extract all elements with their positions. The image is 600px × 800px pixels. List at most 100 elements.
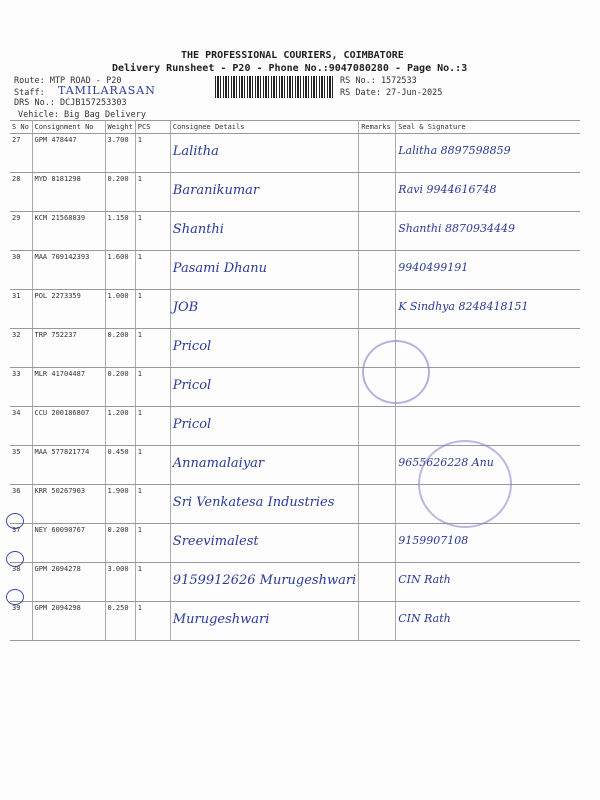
cell-consignee: Pasami Dhanu (170, 250, 360, 290)
cell-cn: NEY 60090767 (32, 523, 106, 563)
column-header: Consignment No (32, 120, 106, 134)
consignee-handwriting: 9159912626 Murugeshwari (172, 573, 357, 588)
vehicle: Vehicle: Big Bag Delivery (18, 110, 146, 120)
consignee-handwriting: Annamalaiyar (172, 456, 265, 471)
barcode (215, 76, 335, 98)
cell-cn: MAA 577821774 (32, 445, 106, 485)
cell-pcs: 1 (135, 172, 171, 212)
cell-seal: 9159907108 (395, 523, 580, 563)
cell-cn: TRP 752237 (32, 328, 106, 368)
circle-mark (6, 589, 24, 605)
consignee-handwriting: Pricol (172, 339, 212, 354)
cell-consignee: Pricol (170, 367, 360, 407)
cell-cn: CCU 200186807 (32, 406, 106, 446)
cell-seal: CIN Rath (395, 562, 580, 602)
table-row: 30 MAA 709142393 1.600 1 Pasami Dhanu 9940499… (10, 250, 580, 290)
cell-wt: 0.200 (105, 172, 136, 212)
cell-wt: 1.600 (105, 250, 136, 290)
cell-pcs: 1 (135, 367, 171, 407)
cell-remarks (358, 562, 397, 602)
column-header: Consignee Details (170, 120, 360, 134)
cell-sno: 35 (10, 445, 33, 485)
staff-label: Staff: (14, 88, 45, 98)
cell-remarks (358, 211, 397, 251)
cell-remarks (358, 406, 397, 446)
table-row: 32 TRP 752237 0.200 1 Pricol (10, 328, 580, 368)
signature: CIN Rath (398, 612, 451, 625)
circle-mark (6, 513, 24, 529)
cell-seal: 9940499191 (395, 250, 580, 290)
consignee-handwriting: Murugeshwari (172, 612, 270, 627)
table-row: 27 GPM 478447 3.700 1 Lalitha Lalitha 8897598… (10, 133, 580, 173)
cell-cn: MLR 41704487 (32, 367, 106, 407)
cell-seal: Lalitha 8897598859 (395, 133, 580, 173)
table-row: 28 MYD 8181298 0.200 1 Baranikumar Ravi 99446… (10, 172, 580, 212)
cell-consignee: Pricol (170, 406, 360, 446)
cell-pcs: 1 (135, 484, 171, 524)
company-name: THE PROFESSIONAL COURIERS, COIMBATORE (181, 50, 404, 61)
cell-wt: 0.200 (105, 523, 136, 563)
cell-wt: 1.900 (105, 484, 136, 524)
cell-sno: 30 (10, 250, 33, 290)
table-row: 39 GPM 2094298 0.250 1 Murugeshwari CIN Rath (10, 601, 580, 641)
circle-mark (6, 551, 24, 567)
table-row: 37 NEY 60090767 0.200 1 Sreevimalest 91599071… (10, 523, 580, 563)
cell-pcs: 1 (135, 406, 171, 446)
cell-wt: 0.450 (105, 445, 136, 485)
cell-wt: 1.150 (105, 211, 136, 251)
column-header: Weight (105, 120, 136, 134)
cell-cn: KCM 21568039 (32, 211, 106, 251)
cell-seal: K Sindhya 8248418151 (395, 289, 580, 329)
column-header: Seal & Signature (395, 120, 580, 134)
cell-cn: GPM 2094298 (32, 601, 106, 641)
cell-sno: 28 (10, 172, 33, 212)
table-row: 34 CCU 200186807 1.200 1 Pricol (10, 406, 580, 446)
column-header: PCS (135, 120, 171, 134)
signature: K Sindhya 8248418151 (398, 300, 529, 313)
table-row: 31 POL 2273359 1.000 1 JOB K Sindhya 82484181… (10, 289, 580, 329)
cell-consignee: Murugeshwari (170, 601, 360, 641)
runsheet-title: Delivery Runsheet - P20 - Phone No.:9047… (112, 63, 468, 74)
cell-pcs: 1 (135, 562, 171, 602)
cell-wt: 0.250 (105, 601, 136, 641)
cell-remarks (358, 133, 397, 173)
cell-sno: 39 (10, 601, 33, 641)
cell-pcs: 1 (135, 328, 171, 368)
column-header: Remarks (358, 120, 397, 134)
cell-pcs: 1 (135, 211, 171, 251)
rs-number: RS No.: 1572533 (340, 76, 417, 86)
cell-wt: 0.200 (105, 328, 136, 368)
table-row: 33 MLR 41704487 0.200 1 Pricol (10, 367, 580, 407)
signature: Lalitha 8897598859 (398, 144, 511, 157)
cell-consignee: Pricol (170, 328, 360, 368)
column-header: S No (10, 120, 33, 134)
cell-cn: GPM 478447 (32, 133, 106, 173)
table-row: 29 KCM 21568039 1.150 1 Shanthi Shanthi 88709… (10, 211, 580, 251)
cell-wt: 0.200 (105, 367, 136, 407)
signature: Shanthi 8870934449 (398, 222, 515, 235)
cell-consignee: Sreevimalest (170, 523, 360, 563)
cell-consignee: Lalitha (170, 133, 360, 173)
cell-consignee: Shanthi (170, 211, 360, 251)
cell-sno: 32 (10, 328, 33, 368)
cell-remarks (358, 601, 397, 641)
route: Route: MTP ROAD - P20 (14, 76, 122, 86)
cell-wt: 1.200 (105, 406, 136, 446)
cell-sno: 29 (10, 211, 33, 251)
consignee-handwriting: Sri Venkatesa Industries (172, 495, 335, 510)
signature: CIN Rath (398, 573, 451, 586)
cell-pcs: 1 (135, 601, 171, 641)
cell-wt: 3.700 (105, 133, 136, 173)
cell-cn: KRR 50267903 (32, 484, 106, 524)
cell-seal: CIN Rath (395, 601, 580, 641)
cell-pcs: 1 (135, 523, 171, 563)
cell-remarks (358, 484, 397, 524)
cell-sno: 33 (10, 367, 33, 407)
cell-sno: 27 (10, 133, 33, 173)
cell-seal: Shanthi 8870934449 (395, 211, 580, 251)
signature: 9159907108 (398, 534, 469, 547)
cell-consignee: Annamalaiyar (170, 445, 360, 485)
seal-stamp (418, 440, 512, 528)
delivery-table: S No Consignment No Weight PCS Consignee Det… (10, 120, 580, 641)
